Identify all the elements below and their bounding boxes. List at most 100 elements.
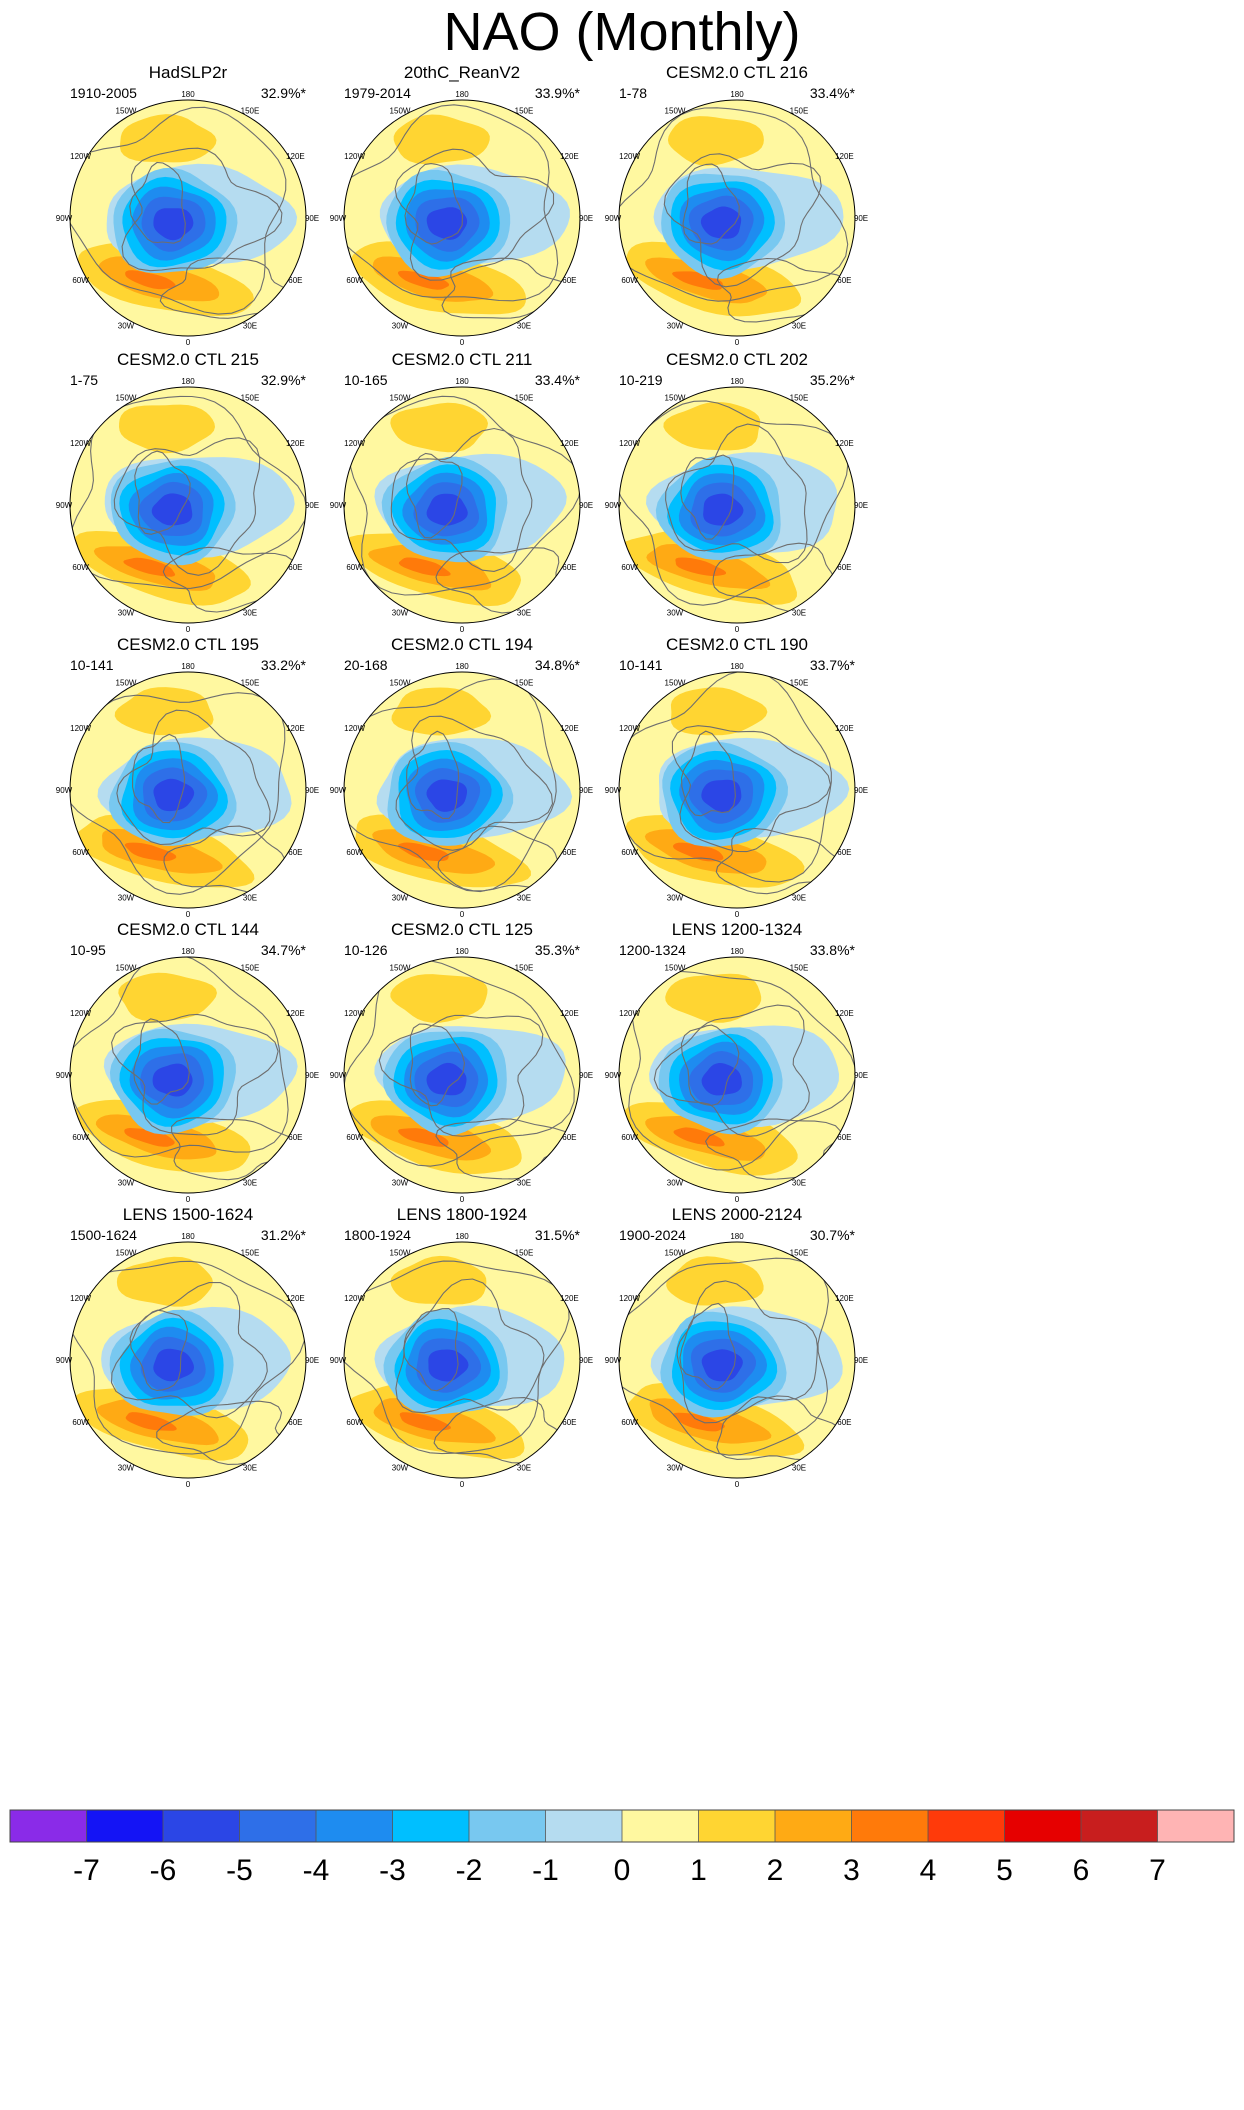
longitude-label: 120W bbox=[344, 724, 365, 733]
panel-period: 1500-1624 bbox=[70, 1227, 137, 1243]
map-border bbox=[343, 1241, 581, 1479]
panel-variance-pct: 30.7%* bbox=[810, 1227, 856, 1243]
longitude-label: 120W bbox=[344, 152, 365, 161]
longitude-label: 0 bbox=[460, 1195, 465, 1204]
longitude-label: 0 bbox=[460, 910, 465, 919]
coastlines bbox=[349, 395, 580, 614]
longitude-label: 120E bbox=[286, 439, 305, 448]
map-border bbox=[343, 386, 581, 624]
pacific-positive-lobe bbox=[670, 687, 768, 736]
longitude-label: 30E bbox=[517, 321, 531, 330]
longitude-label: 30W bbox=[118, 608, 135, 617]
longitude-label: 0 bbox=[460, 338, 465, 347]
longitude-label: 150W bbox=[665, 1249, 686, 1258]
longitude-label: 180 bbox=[455, 1232, 469, 1241]
longitude-label: 60W bbox=[346, 1133, 363, 1142]
longitude-label: 60E bbox=[837, 848, 851, 857]
longitude-label: 150E bbox=[515, 107, 534, 116]
longitude-label: 150E bbox=[241, 679, 260, 688]
longitude-label: 180 bbox=[181, 377, 195, 386]
panel-title: LENS 1800-1924 bbox=[397, 1205, 527, 1224]
longitude-label: 30W bbox=[392, 1463, 409, 1472]
panel-variance-pct: 34.8%* bbox=[535, 657, 581, 673]
longitude-label: 150W bbox=[390, 964, 411, 973]
longitude-label: 30W bbox=[118, 321, 135, 330]
contour-field bbox=[344, 672, 580, 908]
pacific-positive-lobe bbox=[665, 973, 762, 1023]
longitude-label: 60E bbox=[288, 1133, 302, 1142]
panel-variance-pct: 33.8%* bbox=[810, 942, 856, 958]
map-panel: 180 150E 120E 90E 60E 30E 0 30W 60W 90W 120W 150W Ha… bbox=[56, 63, 319, 347]
map-panel: 180 150E 120E 90E 60E 30E 0 30W 60W 90W 120W 150W LE… bbox=[330, 1205, 593, 1489]
coastlines bbox=[70, 106, 298, 319]
longitude-label: 120E bbox=[560, 1009, 579, 1018]
contour-field bbox=[619, 100, 855, 336]
map-panel: 180 150E 120E 90E 60E 30E 0 30W 60W 90W 120W 150W LE… bbox=[605, 1205, 868, 1489]
longitude-label: 120W bbox=[70, 1009, 91, 1018]
longitude-label: 60E bbox=[288, 563, 302, 572]
longitude-label: 120E bbox=[560, 439, 579, 448]
map-border bbox=[69, 1241, 307, 1479]
pacific-positive-lobe bbox=[114, 687, 214, 736]
longitude-label: 150W bbox=[116, 394, 137, 403]
longitude-label: 90E bbox=[305, 786, 319, 795]
longitude-label: 150W bbox=[116, 964, 137, 973]
longitude-label: 60W bbox=[621, 1418, 638, 1427]
longitude-label: 90E bbox=[579, 1071, 593, 1080]
longitude-label: 60W bbox=[621, 1133, 638, 1142]
panel-variance-pct: 33.2%* bbox=[261, 657, 307, 673]
longitude-label: 150W bbox=[390, 394, 411, 403]
longitude-label: 60W bbox=[346, 1418, 363, 1427]
contour-field bbox=[619, 387, 855, 623]
longitude-label: 60E bbox=[837, 563, 851, 572]
coastlines bbox=[619, 400, 849, 612]
longitude-label: 60E bbox=[837, 1133, 851, 1142]
longitude-label: 180 bbox=[730, 662, 744, 671]
panel-variance-pct: 33.7%* bbox=[810, 657, 856, 673]
longitude-label: 150W bbox=[665, 107, 686, 116]
longitude-label: 0 bbox=[460, 625, 465, 634]
longitude-label: 120W bbox=[344, 1009, 365, 1018]
longitude-label: 30W bbox=[392, 1178, 409, 1187]
longitude-label: 30E bbox=[243, 893, 257, 902]
longitude-label: 30E bbox=[792, 321, 806, 330]
longitude-label: 90W bbox=[605, 501, 622, 510]
longitude-label: 150E bbox=[515, 1249, 534, 1258]
longitude-label: 30W bbox=[392, 893, 409, 902]
longitude-label: 120E bbox=[286, 1009, 305, 1018]
longitude-label: 90E bbox=[305, 501, 319, 510]
contour-field bbox=[344, 387, 580, 623]
panel-variance-pct: 33.4%* bbox=[810, 85, 856, 101]
pacific-positive-lobe bbox=[663, 402, 761, 451]
longitude-label: 90E bbox=[854, 501, 868, 510]
map-panel: 180 150E 120E 90E 60E 30E 0 30W 60W 90W 120W 150W CE… bbox=[56, 635, 319, 919]
longitude-label: 180 bbox=[181, 947, 195, 956]
panel-period: 10-95 bbox=[70, 942, 106, 958]
contour-field bbox=[344, 100, 580, 336]
longitude-label: 90W bbox=[330, 1356, 347, 1365]
longitude-label: 60E bbox=[288, 848, 302, 857]
longitude-label: 90E bbox=[579, 214, 593, 223]
longitude-label: 180 bbox=[455, 947, 469, 956]
map-panel: 180 150E 120E 90E 60E 30E 0 30W 60W 90W 120W 150W CE… bbox=[605, 63, 868, 347]
longitude-label: 0 bbox=[186, 338, 191, 347]
arctic-negative-level bbox=[151, 493, 193, 526]
panel-period: 1200-1324 bbox=[619, 942, 686, 958]
map-border bbox=[69, 671, 307, 909]
map-panel: 180 150E 120E 90E 60E 30E 0 30W 60W 90W 120W 150W LE… bbox=[605, 920, 868, 1204]
coastlines bbox=[619, 672, 847, 895]
map-border bbox=[618, 1241, 856, 1479]
panel-title: CESM2.0 CTL 216 bbox=[666, 63, 808, 82]
longitude-label: 150W bbox=[665, 964, 686, 973]
panel-variance-pct: 33.9%* bbox=[535, 85, 581, 101]
longitude-label: 150E bbox=[790, 394, 809, 403]
longitude-label: 60E bbox=[562, 1418, 576, 1427]
panel-title: CESM2.0 CTL 190 bbox=[666, 635, 808, 654]
panel-variance-pct: 33.4%* bbox=[535, 372, 581, 388]
longitude-label: 60W bbox=[346, 276, 363, 285]
longitude-label: 30E bbox=[243, 1463, 257, 1472]
longitude-label: 90E bbox=[305, 1356, 319, 1365]
map-border bbox=[343, 956, 581, 1194]
longitude-label: 90W bbox=[605, 786, 622, 795]
